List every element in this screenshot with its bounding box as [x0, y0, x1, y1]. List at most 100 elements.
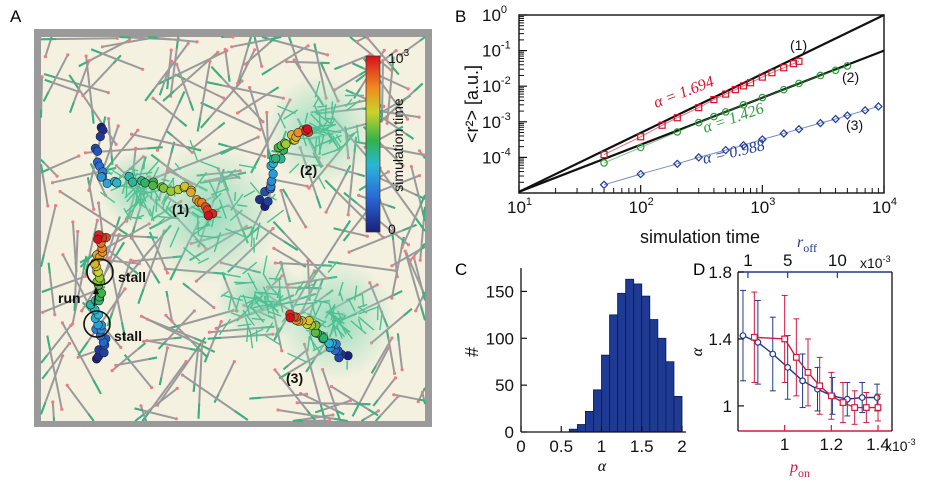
- b-point-1: [658, 121, 666, 129]
- cluster-filament: [254, 299, 264, 311]
- filament-plus-end: [315, 195, 322, 209]
- filament-plus-end: [405, 133, 415, 140]
- cluster-filament: [234, 296, 241, 313]
- colorbar: 103 0 simulation time: [365, 48, 410, 237]
- c-ytick-label: 50: [495, 376, 514, 395]
- cluster-filament: [139, 190, 151, 194]
- b-point-3: [757, 135, 767, 144]
- motor-head: [260, 64, 264, 68]
- traj-label-1: (1): [172, 201, 189, 217]
- cluster-filament: [345, 293, 363, 301]
- cluster-filament: [267, 310, 282, 317]
- cluster-filament: [283, 109, 299, 120]
- b-ytick-exp: -1: [501, 40, 511, 52]
- cluster-filament: [230, 311, 243, 318]
- filament-plus-end: [414, 217, 426, 232]
- cluster-filament: [339, 292, 344, 302]
- motor-head: [114, 142, 118, 146]
- trajectories: [86, 122, 353, 364]
- b-series-line: [798, 75, 821, 84]
- cluster-filament: [324, 104, 327, 120]
- filament-plus-end: [372, 399, 379, 407]
- cluster-filament: [197, 257, 210, 265]
- motor-head: [420, 390, 424, 394]
- motor-head: [324, 210, 328, 214]
- cluster-filament: [311, 302, 316, 316]
- filament-plus-end: [319, 61, 326, 71]
- trajectory-point: [302, 124, 313, 134]
- motor-head: [87, 59, 91, 63]
- trajectory-point: [95, 131, 105, 142]
- filament-plus-end: [69, 101, 75, 113]
- trajectory-point: [255, 194, 265, 205]
- b-xtick-base: 10: [872, 198, 891, 217]
- filament-plus-end: [358, 185, 366, 192]
- cluster-filament: [161, 178, 170, 182]
- cluster-filament: [320, 140, 331, 145]
- motor-head: [223, 47, 227, 52]
- motor-head: [76, 230, 80, 234]
- motor-head: [232, 360, 236, 364]
- filament-plus-end: [203, 353, 210, 363]
- b-point-2: [843, 62, 852, 70]
- d-point-pon: [827, 392, 835, 400]
- filament-plus-end: [391, 66, 400, 76]
- cluster-filament: [169, 227, 180, 248]
- panel-label-c: C: [455, 260, 467, 279]
- filament-plus-end: [281, 188, 289, 198]
- cluster-filament: [247, 272, 258, 292]
- trajectory-point: [96, 172, 106, 182]
- cluster-filament: [379, 310, 384, 331]
- cluster-filament: [326, 132, 341, 151]
- filament-plus-end: [144, 417, 147, 422]
- filament-plus-end: [77, 341, 89, 356]
- cluster-filament: [252, 303, 273, 309]
- cluster-filament: [357, 318, 363, 331]
- motor-head: [417, 174, 421, 178]
- filament-plus-end: [283, 240, 299, 251]
- cluster-filament: [245, 297, 258, 305]
- cluster-filament: [335, 134, 342, 143]
- cluster-filament: [237, 204, 248, 207]
- cluster-filament: [337, 310, 343, 321]
- b-series-line: [762, 132, 784, 140]
- cluster-filament: [207, 179, 219, 199]
- cluster-filament: [123, 207, 132, 221]
- b-point-1: [768, 69, 776, 77]
- b-series-line: [725, 89, 736, 95]
- motor-head: [382, 48, 386, 53]
- motor-head: [164, 313, 168, 317]
- b-point-3: [816, 118, 825, 128]
- b-point-1: [795, 57, 803, 65]
- b-point-3: [694, 153, 704, 162]
- cluster-filament: [196, 214, 200, 236]
- c-ytick-label: 0: [505, 423, 514, 442]
- cluster-filament: [266, 209, 285, 224]
- cluster-filament: [210, 187, 229, 196]
- filament-plus-end: [419, 194, 426, 206]
- motor-head: [418, 258, 422, 262]
- b-ytick-exp: 0: [501, 4, 507, 16]
- cluster-filament: [162, 196, 167, 209]
- cluster-filament: [356, 124, 360, 142]
- filament-plus-end: [418, 398, 426, 402]
- motor-head: [390, 264, 394, 268]
- cluster-filament: [126, 186, 141, 203]
- run-arrow-head: [93, 287, 99, 294]
- d-point-roff: [769, 350, 777, 358]
- motor-head: [145, 317, 150, 321]
- motor-head: [306, 44, 310, 48]
- motor-head: [131, 259, 136, 263]
- b-xtick-base: 10: [629, 198, 648, 217]
- b-series-label-3: (3): [846, 117, 863, 133]
- histogram-bar: [649, 319, 659, 433]
- b-series-line: [640, 131, 678, 148]
- d-point-roff: [784, 364, 792, 371]
- b-point-3: [874, 102, 883, 111]
- filament-plus-end: [42, 91, 50, 102]
- cluster-filament: [277, 105, 296, 115]
- motor-head: [406, 87, 410, 91]
- filament-plus-end: [396, 333, 400, 341]
- cluster-filament: [329, 103, 337, 125]
